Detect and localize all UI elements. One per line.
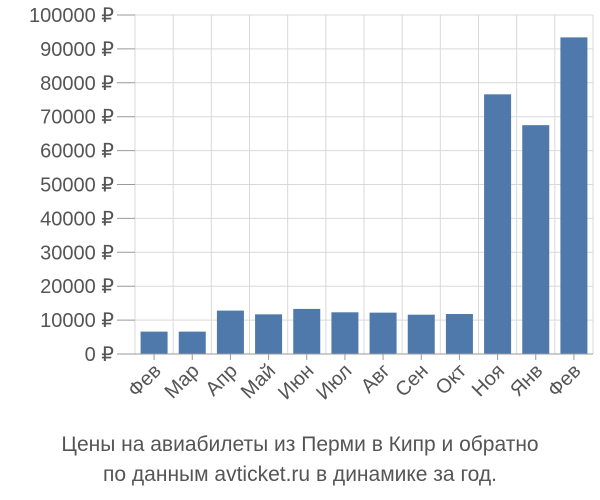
bar <box>331 312 359 354</box>
x-tick-label: Июл <box>312 360 356 404</box>
x-tick-label: Окт <box>432 360 471 399</box>
bar <box>522 125 550 354</box>
x-tick-label: Мар <box>161 360 204 403</box>
x-tick-label: Апр <box>201 360 242 401</box>
y-tick-label: 0 ₽ <box>85 344 115 366</box>
bar <box>255 314 283 354</box>
y-tick-label: 90000 ₽ <box>40 39 114 61</box>
bar-chart: 0 ₽ 10000 ₽ 20000 ₽ 30000 ₽ 40000 ₽ 50000 ₽ 60… <box>29 5 594 404</box>
y-tick-label: 70000 ₽ <box>40 107 114 129</box>
chart-caption: Цены на авиабилеты из Перми в Кипр и обр… <box>0 430 600 490</box>
caption-line-2: по данным avticket.ru в динамике за год. <box>103 463 497 486</box>
x-tick-label: Ноя <box>468 360 509 401</box>
bar <box>484 94 512 355</box>
bar <box>216 310 244 354</box>
bar <box>407 314 435 354</box>
y-tick-label: 50000 ₽ <box>40 175 114 197</box>
x-tick-label: Май <box>237 360 280 403</box>
bar <box>140 331 168 354</box>
x-tick-label: Авг <box>357 360 395 398</box>
y-tick-label: 30000 ₽ <box>40 242 114 264</box>
x-tick-label: Фев <box>124 360 166 402</box>
x-tick-label: Фев <box>544 360 586 402</box>
y-tick-label: 60000 ₽ <box>40 141 114 163</box>
y-tick-label: 80000 ₽ <box>40 73 114 95</box>
bar <box>445 313 473 354</box>
x-tick-label: Янв <box>506 360 547 401</box>
bar <box>369 312 397 354</box>
y-tick-label: 10000 ₽ <box>40 310 114 332</box>
x-tick-label: Сен <box>391 360 432 401</box>
y-tick-label: 40000 ₽ <box>40 208 114 230</box>
bar <box>560 37 588 355</box>
y-tick-label: 100000 ₽ <box>29 5 114 27</box>
x-tick-label: Июн <box>274 360 318 404</box>
bar <box>178 331 206 354</box>
bar <box>293 308 321 354</box>
y-tick-label: 20000 ₽ <box>40 276 114 298</box>
caption-line-1: Цены на авиабилеты из Перми в Кипр и обр… <box>61 433 539 456</box>
